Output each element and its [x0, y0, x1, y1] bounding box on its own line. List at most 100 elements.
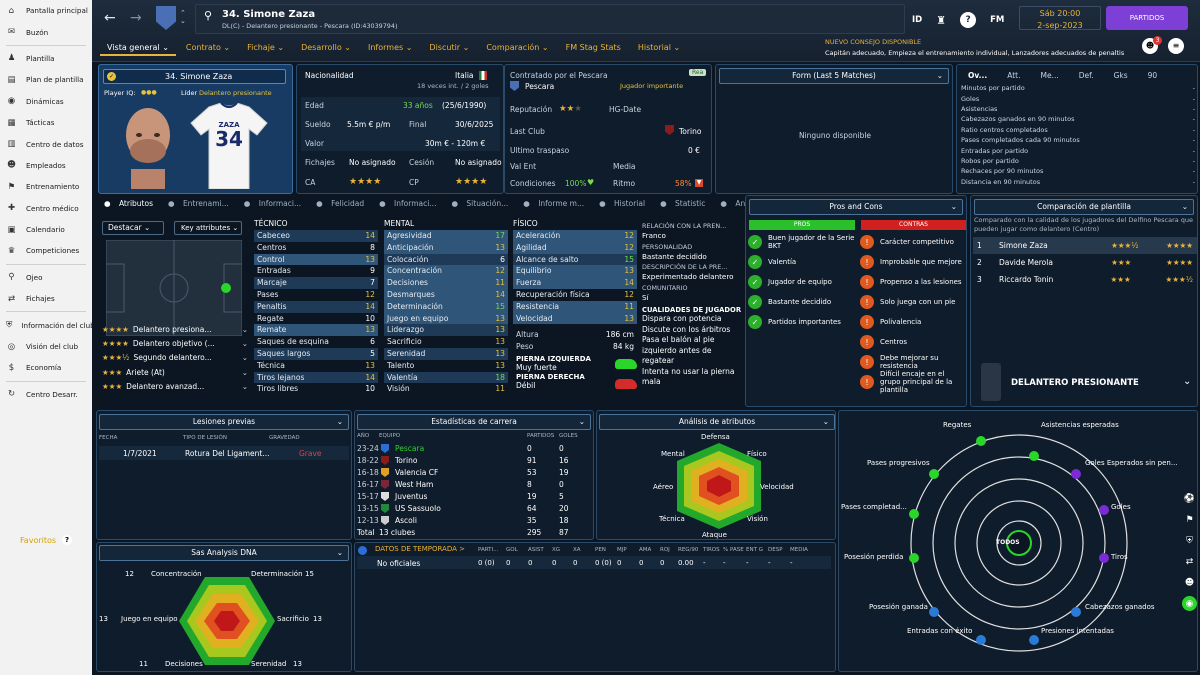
chevron-down-icon[interactable]: ⌄	[241, 382, 248, 392]
stats-tab-0[interactable]: Ov...	[968, 70, 988, 80]
chevron-down-icon[interactable]: ⌄	[241, 339, 248, 349]
attribute-row[interactable]: Resistencia 11	[513, 300, 637, 313]
form-header[interactable]: Form (Last 5 Matches) ⌄	[719, 68, 949, 84]
subtab-5[interactable]: ● Situación...	[445, 199, 514, 211]
sidebar-item-9[interactable]: ✚ Centro médico	[0, 198, 92, 219]
sidebar-item-6[interactable]: ▥ Centro de datos	[0, 133, 92, 154]
sidebar-item-0[interactable]: ⌂ Pantalla principal	[0, 0, 92, 21]
player-icon[interactable]: ☻	[1184, 577, 1195, 588]
tab-6[interactable]: Comparación ⌄	[486, 43, 549, 52]
nav-arrows-icon[interactable]: ⌃ ⌄	[180, 9, 186, 25]
attribute-row[interactable]: Entradas 9	[254, 265, 378, 277]
role-row[interactable]: ★★★★ Delantero presiona... ⌄	[102, 322, 248, 336]
sidebar-item-17[interactable]: ↻ Centro Desarr.	[0, 384, 92, 405]
id-icon[interactable]: ID	[912, 15, 923, 25]
tab-2[interactable]: Fichaje ⌄	[247, 43, 285, 52]
subtab-2[interactable]: ● Informaci...	[238, 199, 307, 211]
career-row[interactable]: 18-22 Torino 91 16	[357, 455, 582, 467]
career-row[interactable]: 23-24 Pescara 0 0	[357, 443, 582, 455]
pros-cons-header[interactable]: Pros and Cons ⌄	[749, 199, 963, 215]
career-header[interactable]: Estadísticas de carrera ⌄	[357, 414, 591, 430]
sidebar-item-4[interactable]: ◉ Dinámicas	[0, 91, 92, 112]
attribute-row[interactable]: Talento 13	[384, 360, 508, 372]
attribute-row[interactable]: Valentía 18	[384, 371, 508, 384]
season-title[interactable]: DATOS DE TEMPORADA >	[375, 545, 465, 553]
sidebar-item-5[interactable]: ▦ Tácticas	[0, 112, 92, 133]
attribute-row[interactable]: Control 13	[254, 253, 378, 266]
injury-row[interactable]	[99, 446, 349, 460]
attribute-row[interactable]: Saques largos 5	[254, 347, 378, 360]
tab-3[interactable]: Desarrollo ⌄	[301, 43, 351, 52]
search-bar[interactable]	[195, 4, 905, 34]
attribute-row[interactable]: Centros 8	[254, 242, 378, 254]
run-icon[interactable]: ⚽	[1183, 493, 1196, 504]
all-icon[interactable]: ◉	[1182, 596, 1197, 611]
squad-row[interactable]: 1 Simone Zaza ★★★½ ★★★★	[973, 237, 1197, 254]
attribute-row[interactable]: Tiros libres 10	[254, 383, 378, 395]
career-row[interactable]: 16-18 Valencia CF 53 19	[357, 467, 582, 479]
career-row[interactable]: 15-17 Juventus 19 5	[357, 491, 582, 503]
chevron-down-icon[interactable]: ⌄	[241, 367, 248, 377]
chess-icon[interactable]: ♜	[936, 13, 947, 27]
attribute-row[interactable]: Recuperación física 12	[513, 289, 637, 301]
pass-icon[interactable]: ⇄	[1185, 556, 1194, 567]
sidebar-item-10[interactable]: ▣ Calendario	[0, 219, 92, 240]
attribute-row[interactable]: Serenidad 13	[384, 347, 508, 360]
attribute-row[interactable]: Decisiones 11	[384, 277, 508, 289]
attribute-row[interactable]: Cabeceo 14	[254, 230, 378, 242]
attribute-row[interactable]: Alcance de salto 15	[513, 253, 637, 266]
key-attributes-dropdown[interactable]: Key attributes ⌄	[174, 221, 242, 235]
attribute-row[interactable]: Equilibrio 13	[513, 265, 637, 278]
subtab-3[interactable]: ● Felicidad	[310, 199, 370, 211]
injuries-header[interactable]: Lesiones previas ⌄	[99, 414, 349, 430]
sidebar-item-1[interactable]: ✉ Buzón	[0, 21, 92, 42]
forward-icon[interactable]: →	[130, 10, 142, 26]
role-row[interactable]: ★★★ Ariete (At) ⌄	[102, 365, 248, 379]
tab-5[interactable]: Discutir ⌄	[429, 43, 470, 52]
attribute-row[interactable]: Desmarques 14	[384, 288, 508, 301]
attribute-row[interactable]: Anticipación 13	[384, 241, 508, 254]
squad-compare-header[interactable]: Comparación de plantilla ⌄	[974, 199, 1194, 215]
attribute-row[interactable]: Remate 13	[254, 324, 378, 337]
help-icon[interactable]: ?	[62, 535, 73, 545]
attr-analysis-header[interactable]: Análisis de atributos ⌄	[599, 414, 835, 430]
squad-row[interactable]: 3 Riccardo Tonin ★★★ ★★★½	[973, 271, 1197, 288]
attribute-row[interactable]: Tiros lejanos 14	[254, 371, 378, 384]
kick-icon[interactable]: ⚑	[1185, 514, 1194, 525]
tab-0[interactable]: Vista general ⌄	[100, 40, 176, 56]
attribute-row[interactable]: Colocación 6	[384, 253, 508, 266]
attribute-row[interactable]: Pases 12	[254, 289, 378, 301]
menu-icon[interactable]: ≡	[1168, 38, 1184, 54]
sidebar-item-12[interactable]: ⚲ Ojeo	[0, 267, 92, 288]
subtab-4[interactable]: ● Informaci...	[373, 199, 442, 211]
role-row[interactable]: ★★★½ Segundo delantero... ⌄	[102, 351, 248, 365]
attribute-row[interactable]: Aceleración 12	[513, 230, 637, 242]
subtab-1[interactable]: ● Entrenami...	[162, 199, 235, 211]
attribute-row[interactable]: Visión 11	[384, 383, 508, 395]
shield-icon[interactable]: ⛨	[1186, 535, 1193, 546]
sidebar-item-2[interactable]: ♟ Plantilla	[0, 48, 92, 69]
attribute-row[interactable]: Penaltis 14	[254, 300, 378, 313]
sidebar-item-7[interactable]: ☻ Empleados	[0, 155, 92, 176]
favorites[interactable]: Favoritos?	[0, 530, 92, 550]
news-banner[interactable]: NUEVO CONSEJO DISPONIBLE Capitán adecuado…	[825, 38, 1125, 57]
attribute-row[interactable]: Juego en equipo 13	[384, 312, 508, 325]
attribute-row[interactable]: Agilidad 12	[513, 241, 637, 254]
stats-tab-2[interactable]: Me...	[1040, 70, 1059, 80]
subtab-0[interactable]: ● Atributos	[98, 199, 159, 211]
sidebar-item-13[interactable]: ⇄ Fichajes	[0, 288, 92, 309]
attribute-row[interactable]: Determinación 15	[384, 300, 508, 313]
subtab-6[interactable]: ● Informe m...	[517, 199, 590, 211]
tab-1[interactable]: Contrato ⌄	[185, 43, 231, 52]
tab-8[interactable]: Historial ⌄	[637, 43, 681, 52]
chevron-down-icon[interactable]: ⌄	[241, 353, 248, 363]
sidebar-item-14[interactable]: ⛨ Información del club	[0, 314, 92, 335]
chevron-down-icon[interactable]: ⌄	[241, 324, 248, 334]
date-box[interactable]	[1019, 6, 1101, 30]
squad-row[interactable]: 2 Davide Merola ★★★ ★★★★	[973, 254, 1197, 271]
stats-tab-5[interactable]: 90	[1147, 70, 1158, 80]
career-row[interactable]: 12-13 Ascoli 35 18	[357, 515, 582, 527]
role-row[interactable]: ★★★ Delantero avanzad... ⌄	[102, 380, 248, 394]
attribute-row[interactable]: Técnica 13	[254, 360, 378, 372]
help-icon[interactable]: ?	[960, 12, 977, 28]
